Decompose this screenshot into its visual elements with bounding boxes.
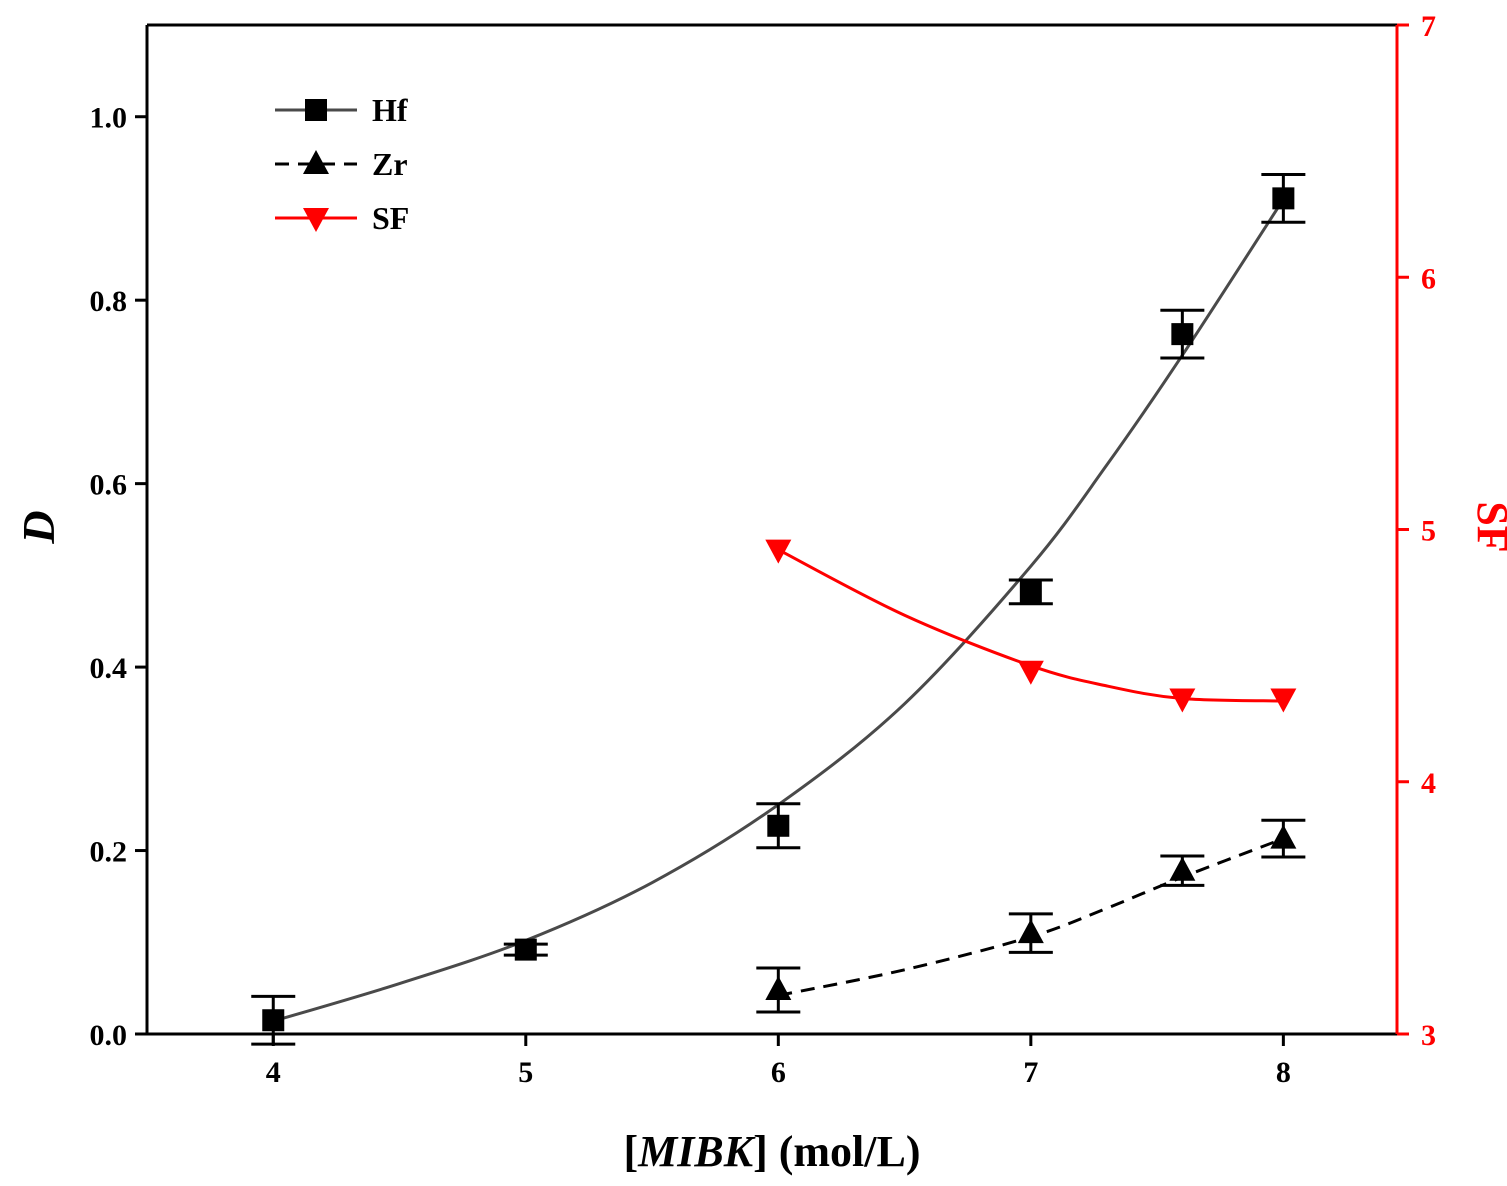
axes xyxy=(145,23,1399,1036)
y-axis-right-title: SF xyxy=(1468,501,1507,552)
legend-marker-zr xyxy=(303,150,329,174)
legend: Hf Zr SF xyxy=(275,92,409,236)
legend-label-sf: SF xyxy=(372,200,409,236)
y-left-tick-label: 0.0 xyxy=(90,1019,128,1052)
x-axis-title-var: MIBK xyxy=(637,1127,756,1176)
y-left-tick-label: 0.2 xyxy=(90,836,128,869)
legend-label-hf: Hf xyxy=(372,92,408,128)
series-zr-point xyxy=(1270,824,1297,849)
x-tick-label: 7 xyxy=(1023,1056,1038,1089)
series-zr-line xyxy=(778,837,1284,997)
series-hf-point xyxy=(514,938,537,961)
series-hf-point xyxy=(262,1009,285,1032)
error-bars xyxy=(251,173,1306,1046)
x-tick-label: 6 xyxy=(771,1056,786,1089)
series-zr-point xyxy=(1017,919,1044,944)
series-sf-line xyxy=(777,548,1284,703)
y-right-tick-label: 6 xyxy=(1421,262,1436,295)
y-left-tick-label: 0.4 xyxy=(90,652,128,685)
y-right-tick-label: 5 xyxy=(1421,515,1436,548)
y-axis-left-title: D xyxy=(13,510,64,544)
x-tick-label: 5 xyxy=(518,1056,533,1089)
series-zr-point xyxy=(1169,856,1196,881)
series-sf-point xyxy=(1270,688,1297,713)
x-tick-label: 4 xyxy=(266,1056,281,1089)
y-left-tick-label: 0.6 xyxy=(90,469,128,502)
series-sf-point xyxy=(765,539,792,564)
y-left-tick-label: 1.0 xyxy=(90,102,128,135)
x-axis-title-close: ] (mol/L) xyxy=(753,1127,920,1176)
y-right-tick-label: 4 xyxy=(1421,767,1436,800)
series-zr-point xyxy=(765,975,792,1000)
fit-curves xyxy=(272,198,1285,1023)
series-hf-point xyxy=(1171,323,1194,346)
series-sf-point xyxy=(1017,660,1044,685)
legend-marker-hf xyxy=(305,99,327,121)
x-tick-label: 8 xyxy=(1276,1056,1291,1089)
series-hf-point xyxy=(767,814,790,837)
y-left-tick-label: 0.8 xyxy=(90,285,128,318)
x-axis-title-open: [ xyxy=(623,1127,638,1176)
ticks: 4 5 6 7 8 0.0 0.2 0.4 0.6 0.8 1.0 3 4 5 6 7 xyxy=(90,10,1437,1089)
series-sf-point xyxy=(1169,688,1196,713)
y-right-tick-label: 7 xyxy=(1421,10,1436,43)
x-axis-title: [MIBK] (mol/L) xyxy=(623,1127,920,1176)
series-hf-point xyxy=(1019,580,1042,603)
series-hf-point xyxy=(1272,187,1295,210)
series-hf-line xyxy=(272,198,1285,1023)
y-right-tick-label: 3 xyxy=(1421,1019,1436,1052)
data-markers xyxy=(262,187,1297,1032)
legend-marker-sf xyxy=(303,208,329,232)
legend-label-zr: Zr xyxy=(372,146,408,182)
